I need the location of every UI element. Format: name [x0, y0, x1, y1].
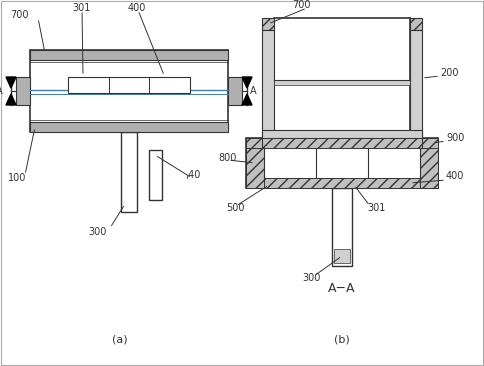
Polygon shape [242, 77, 252, 88]
Text: (b): (b) [334, 335, 350, 345]
Text: 700: 700 [292, 0, 311, 10]
Bar [262, 18, 274, 30]
Text: 301: 301 [72, 3, 91, 13]
Bar [68, 77, 190, 93]
Bar [410, 30, 422, 138]
Text: A−A: A−A [328, 281, 356, 295]
Polygon shape [6, 77, 16, 88]
Text: 300: 300 [302, 273, 320, 283]
Text: 700: 700 [10, 10, 29, 20]
Bar [246, 138, 438, 188]
Bar [149, 150, 162, 200]
Text: 800: 800 [218, 153, 236, 163]
Bar [262, 130, 422, 138]
Bar [30, 122, 228, 132]
Bar [274, 18, 410, 138]
Text: 301: 301 [367, 203, 385, 213]
Text: 400: 400 [128, 3, 146, 13]
Bar [410, 18, 422, 30]
Bar [30, 50, 228, 132]
Text: ,40: ,40 [185, 170, 200, 180]
Text: 200: 200 [440, 68, 458, 78]
Text: A: A [250, 86, 257, 96]
Bar [246, 138, 438, 148]
Bar [332, 188, 352, 266]
Bar [30, 50, 228, 60]
Text: A: A [0, 86, 3, 96]
Polygon shape [6, 94, 16, 105]
Bar [420, 148, 438, 188]
Bar [16, 77, 30, 105]
Bar [121, 132, 137, 212]
Text: 500: 500 [226, 203, 244, 213]
Polygon shape [242, 94, 252, 105]
Bar [228, 77, 242, 105]
Bar [334, 249, 350, 263]
Text: (a): (a) [112, 335, 128, 345]
Bar [264, 178, 420, 188]
Text: 900: 900 [446, 133, 464, 143]
Text: 400: 400 [446, 171, 464, 181]
Bar [246, 148, 264, 188]
Bar [262, 30, 274, 138]
Text: 300: 300 [88, 227, 106, 237]
Bar [274, 81, 410, 85]
Text: 100: 100 [8, 173, 26, 183]
